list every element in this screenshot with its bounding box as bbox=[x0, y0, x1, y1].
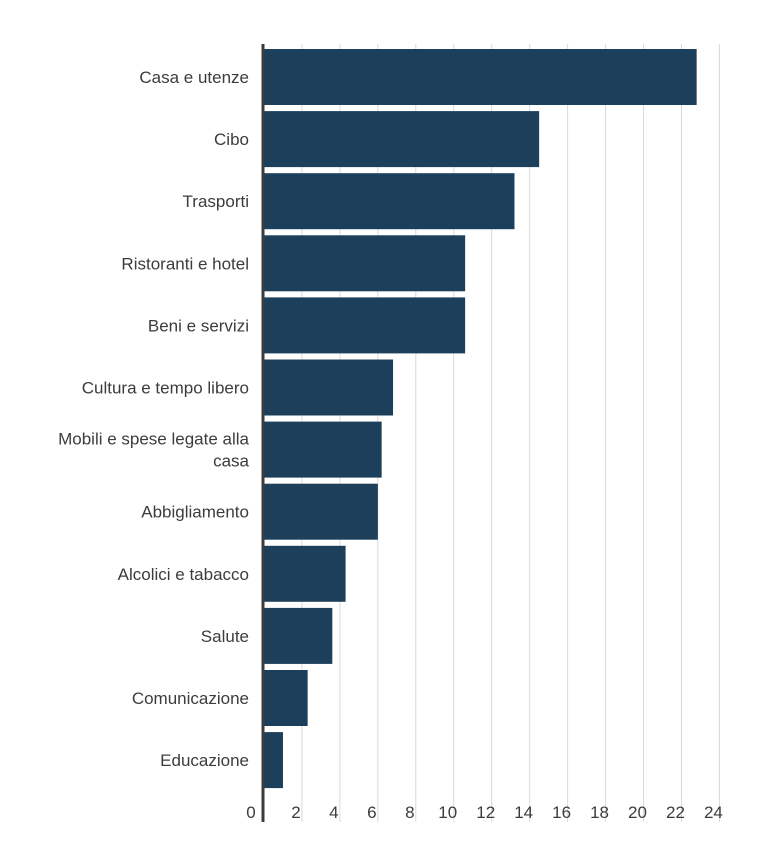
bar-1 bbox=[264, 49, 697, 105]
bar-5 bbox=[264, 297, 466, 354]
bar-11 bbox=[264, 670, 308, 726]
bar-3 bbox=[264, 173, 515, 230]
x-tick-label: 6 bbox=[367, 803, 376, 822]
x-tick-label: 4 bbox=[329, 803, 338, 822]
bar-9 bbox=[264, 545, 346, 602]
x-tick-label: 8 bbox=[405, 803, 414, 822]
x-tick-label: 16 bbox=[552, 803, 571, 822]
bar-4 bbox=[264, 235, 466, 292]
category-label: Trasporti bbox=[183, 192, 249, 211]
category-label: Ristoranti e hotel bbox=[121, 254, 249, 273]
x-tick-label: 20 bbox=[628, 803, 647, 822]
category-label: Educazione bbox=[160, 751, 249, 770]
x-tick-label: 12 bbox=[476, 803, 495, 822]
bar-12 bbox=[264, 732, 283, 789]
bar-8 bbox=[264, 483, 378, 540]
category-labels: Casa e utenze Cibo Trasporti Ristoranti e h… bbox=[58, 68, 249, 770]
bar-2 bbox=[264, 111, 540, 168]
category-label: Comunicazione bbox=[132, 689, 249, 708]
bar-7 bbox=[264, 421, 382, 478]
bar-10 bbox=[264, 607, 333, 664]
category-label: Cultura e tempo libero bbox=[82, 379, 249, 398]
category-label: Casa e utenze bbox=[139, 68, 249, 87]
x-tick-label: 22 bbox=[666, 803, 685, 822]
x-tick-label: 2 bbox=[291, 803, 300, 822]
bars bbox=[264, 49, 697, 789]
category-label: Abbigliamento bbox=[141, 503, 249, 522]
category-label: Cibo bbox=[214, 130, 249, 149]
category-label: Beni e servizi bbox=[148, 316, 249, 335]
x-tick-labels: 0 2 4 6 8 10 12 14 16 18 20 22 24 bbox=[246, 803, 723, 822]
category-label: Mobili e spese legate alla bbox=[58, 430, 249, 449]
category-label: Alcolici e tabacco bbox=[118, 565, 249, 584]
category-label: Salute bbox=[201, 627, 249, 646]
x-tick-label: 10 bbox=[438, 803, 457, 822]
x-tick-label: 18 bbox=[590, 803, 609, 822]
x-tick-label: 24 bbox=[704, 803, 723, 822]
x-tick-label: 0 bbox=[246, 803, 255, 822]
x-tick-label: 14 bbox=[514, 803, 533, 822]
category-label: casa bbox=[213, 452, 249, 471]
bar-6 bbox=[264, 359, 394, 416]
